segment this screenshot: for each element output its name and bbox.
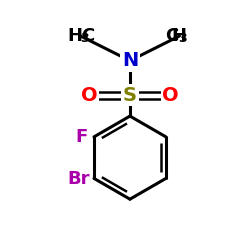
Text: Br: Br (67, 170, 90, 188)
Text: 3: 3 (178, 32, 187, 46)
Text: S: S (123, 86, 137, 105)
Text: O: O (162, 86, 179, 105)
Text: F: F (75, 128, 87, 146)
Text: O: O (81, 86, 98, 105)
Text: 3: 3 (80, 32, 88, 46)
Text: H: H (68, 27, 82, 45)
Text: N: N (122, 51, 138, 70)
Text: C: C (81, 27, 94, 45)
Text: H: H (172, 27, 186, 45)
Text: C: C (166, 27, 179, 45)
